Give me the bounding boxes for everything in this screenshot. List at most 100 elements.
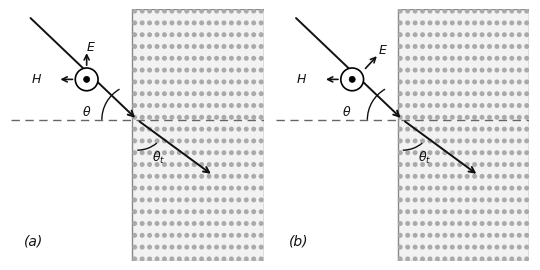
Circle shape (450, 45, 454, 48)
Circle shape (510, 127, 514, 131)
Circle shape (525, 116, 529, 119)
Circle shape (215, 33, 218, 36)
Circle shape (207, 234, 211, 237)
Circle shape (200, 222, 204, 225)
Circle shape (185, 257, 188, 261)
Circle shape (230, 174, 233, 178)
Circle shape (215, 186, 218, 190)
Circle shape (222, 198, 226, 202)
Circle shape (215, 198, 218, 202)
Circle shape (192, 116, 196, 119)
Circle shape (245, 210, 248, 214)
Circle shape (259, 174, 263, 178)
Circle shape (185, 92, 188, 96)
Circle shape (192, 210, 196, 214)
Circle shape (207, 210, 211, 214)
Circle shape (230, 186, 233, 190)
Circle shape (517, 33, 521, 36)
Circle shape (443, 163, 447, 166)
Circle shape (399, 68, 402, 72)
Circle shape (465, 127, 469, 131)
Circle shape (428, 9, 432, 13)
Circle shape (399, 80, 402, 84)
Circle shape (156, 127, 159, 131)
Circle shape (252, 33, 255, 36)
Circle shape (237, 257, 241, 261)
Circle shape (413, 80, 417, 84)
Circle shape (495, 163, 499, 166)
Circle shape (413, 245, 417, 249)
Circle shape (178, 151, 181, 154)
Circle shape (399, 210, 402, 214)
Circle shape (465, 245, 469, 249)
Circle shape (140, 92, 144, 96)
Circle shape (207, 257, 211, 261)
Circle shape (465, 139, 469, 143)
Circle shape (406, 104, 409, 107)
Circle shape (525, 198, 529, 202)
Circle shape (503, 174, 506, 178)
Circle shape (488, 210, 491, 214)
Circle shape (473, 127, 476, 131)
Circle shape (133, 127, 137, 131)
Circle shape (192, 92, 196, 96)
Circle shape (245, 92, 248, 96)
Circle shape (510, 210, 514, 214)
Circle shape (133, 234, 137, 237)
Circle shape (222, 245, 226, 249)
Circle shape (525, 56, 529, 60)
Circle shape (207, 80, 211, 84)
Circle shape (503, 45, 506, 48)
Text: $\theta_t$: $\theta_t$ (417, 150, 431, 166)
Circle shape (215, 92, 218, 96)
Circle shape (465, 68, 469, 72)
Circle shape (517, 151, 521, 154)
Circle shape (245, 222, 248, 225)
Circle shape (428, 33, 432, 36)
Circle shape (450, 21, 454, 25)
Circle shape (428, 151, 432, 154)
Circle shape (133, 21, 137, 25)
Circle shape (192, 68, 196, 72)
Circle shape (443, 45, 447, 48)
Circle shape (488, 257, 491, 261)
Circle shape (517, 21, 521, 25)
Circle shape (450, 222, 454, 225)
Circle shape (148, 104, 151, 107)
Circle shape (259, 139, 263, 143)
Circle shape (480, 56, 484, 60)
Circle shape (178, 56, 181, 60)
Circle shape (480, 210, 484, 214)
Circle shape (488, 163, 491, 166)
Circle shape (207, 151, 211, 154)
Circle shape (480, 234, 484, 237)
Circle shape (421, 127, 424, 131)
Circle shape (185, 116, 188, 119)
Circle shape (156, 186, 159, 190)
Circle shape (192, 21, 196, 25)
Circle shape (495, 257, 499, 261)
Circle shape (259, 245, 263, 249)
Circle shape (200, 127, 204, 131)
Circle shape (421, 56, 424, 60)
Circle shape (458, 104, 462, 107)
Circle shape (406, 210, 409, 214)
Circle shape (222, 92, 226, 96)
Circle shape (488, 127, 491, 131)
Circle shape (525, 151, 529, 154)
Circle shape (156, 80, 159, 84)
Circle shape (428, 127, 432, 131)
Circle shape (230, 45, 233, 48)
Circle shape (399, 222, 402, 225)
Circle shape (237, 210, 241, 214)
Circle shape (450, 245, 454, 249)
Circle shape (140, 9, 144, 13)
Circle shape (495, 45, 499, 48)
Circle shape (510, 222, 514, 225)
Circle shape (428, 104, 432, 107)
Circle shape (185, 56, 188, 60)
Circle shape (428, 245, 432, 249)
Circle shape (510, 257, 514, 261)
Circle shape (230, 257, 233, 261)
Circle shape (192, 151, 196, 154)
